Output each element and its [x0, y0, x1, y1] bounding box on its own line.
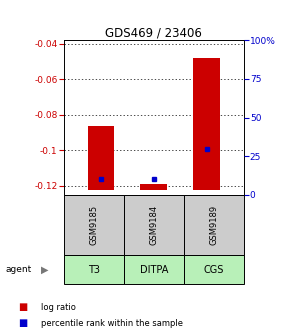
Bar	[64, 255, 124, 284]
Bar	[140, 184, 167, 190]
Bar	[184, 255, 244, 284]
Text: percentile rank within the sample: percentile rank within the sample	[41, 319, 183, 328]
Text: T3: T3	[88, 265, 100, 275]
Bar	[124, 255, 184, 284]
Text: DITPA: DITPA	[139, 265, 168, 275]
Title: GDS469 / 23406: GDS469 / 23406	[105, 26, 202, 39]
Text: GSM9184: GSM9184	[149, 205, 158, 245]
Text: GSM9185: GSM9185	[89, 205, 98, 245]
Bar	[184, 195, 244, 255]
Bar	[193, 58, 220, 190]
Text: CGS: CGS	[204, 265, 224, 275]
Text: ■: ■	[19, 318, 28, 328]
Bar	[124, 195, 184, 255]
Text: ■: ■	[19, 302, 28, 312]
Text: GSM9189: GSM9189	[209, 205, 218, 245]
Text: log ratio: log ratio	[41, 303, 75, 312]
Bar	[64, 195, 124, 255]
Bar	[88, 126, 114, 190]
Text: ▶: ▶	[41, 265, 49, 275]
Text: agent: agent	[6, 265, 32, 274]
